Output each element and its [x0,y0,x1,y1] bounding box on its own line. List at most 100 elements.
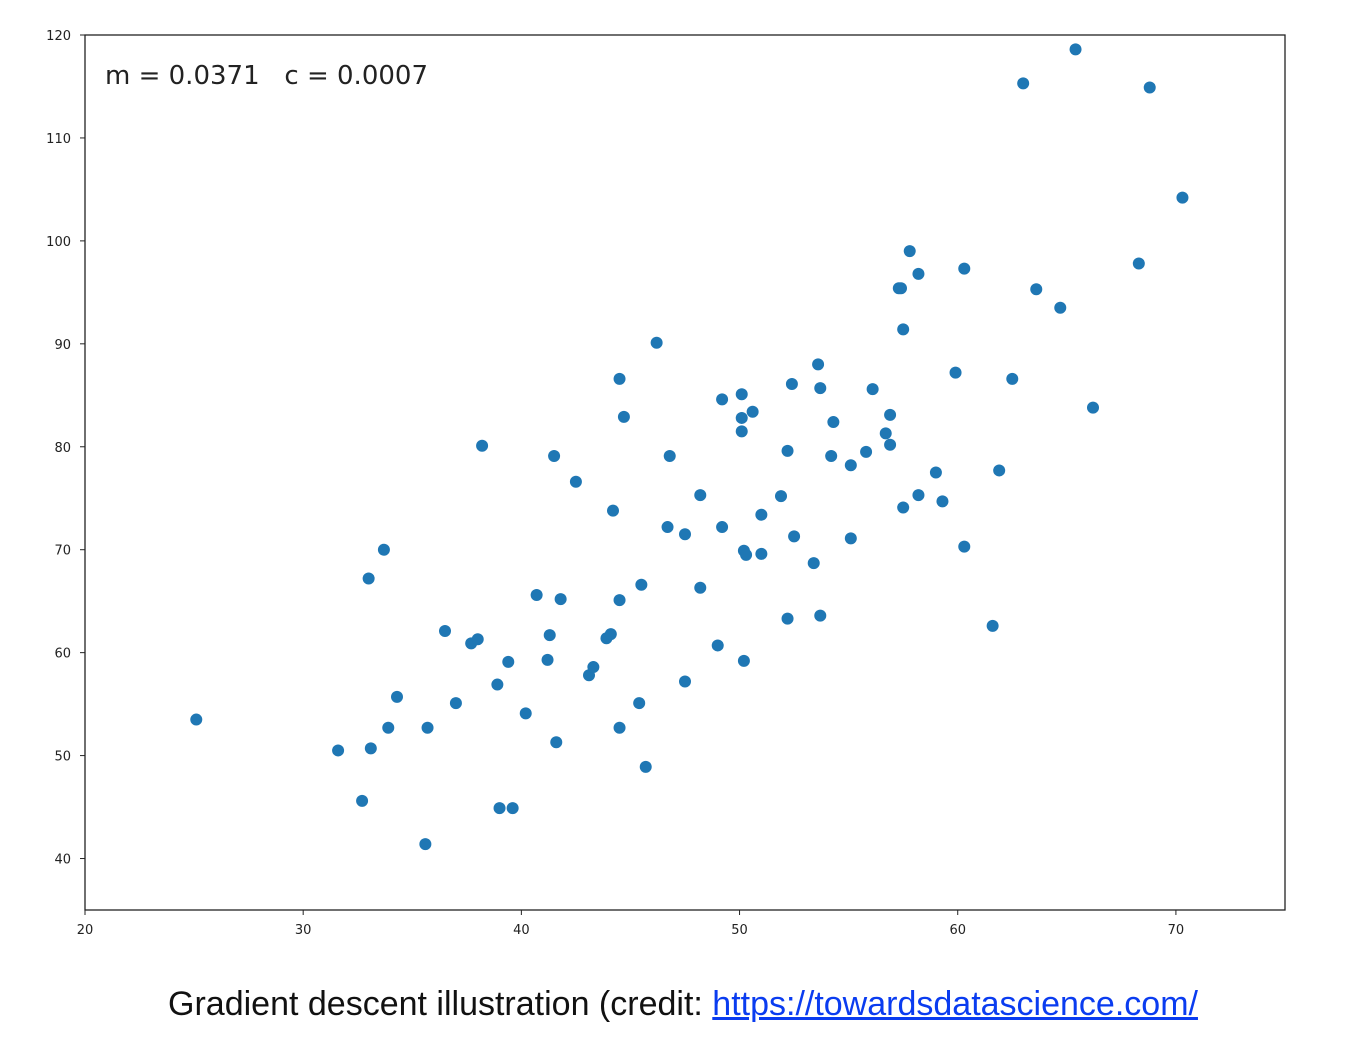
data-point [958,262,971,275]
data-point [382,721,395,734]
data-point [1132,257,1145,270]
x-tick-label: 50 [731,923,748,938]
y-tick-label: 120 [46,29,71,44]
data-point [884,408,897,421]
y-tick-label: 90 [54,338,71,353]
data-point [607,504,619,517]
data-point [958,540,971,553]
x-tick-label: 30 [295,923,312,938]
data-point [884,438,897,451]
data-point [650,336,663,349]
data-point [827,416,840,429]
data-point [471,633,484,646]
y-tick-label: 60 [54,647,71,662]
figure-caption: Gradient descent illustration (credit: h… [0,985,1366,1024]
data-point [866,383,879,396]
data-point [519,707,532,720]
data-point [1176,191,1189,204]
data-point [694,581,707,594]
data-point [694,489,707,502]
data-point [491,678,504,691]
data-point [807,557,820,570]
data-point [716,521,729,534]
data-point [993,464,1006,477]
data-point [1069,43,1082,56]
data-point [506,802,519,815]
data-point [613,721,626,734]
data-point [814,609,827,622]
data-point [635,578,648,591]
data-point [419,838,432,851]
data-point [936,495,949,508]
data-point [844,532,857,545]
y-tick-label: 110 [46,132,71,147]
data-point [737,654,750,667]
x-tick-label: 20 [77,923,94,938]
data-point [735,411,748,424]
data-point [332,744,345,757]
data-point [421,721,434,734]
data-point [781,444,794,457]
data-point [364,742,377,755]
data-point [897,501,910,514]
data-point [1030,283,1043,296]
data-point [740,548,753,561]
y-axis: 40 50 60 70 80 90 100 110 120 [46,29,85,868]
caption-credit-link[interactable]: https://towardsdatascience.com/ [712,985,1198,1023]
data-point [541,653,554,666]
data-point [439,625,451,638]
data-point [502,655,515,668]
data-point [912,267,925,280]
data-point [1143,81,1156,94]
data-point [812,358,825,371]
data-point [639,760,652,773]
data-point [746,405,759,418]
data-point [493,802,506,815]
data-point [604,628,617,641]
data-point [613,594,626,607]
data-point [1054,301,1067,314]
data-point [663,450,676,463]
y-tick-label: 40 [54,853,71,868]
y-tick-label: 70 [54,544,71,559]
data-point [476,439,489,452]
data-point [543,629,556,642]
caption-text: Gradient descent illustration (credit: [168,985,713,1023]
x-tick-label: 70 [1168,923,1185,938]
data-point [775,490,787,503]
data-points [190,43,1189,851]
y-tick-label: 100 [46,235,71,250]
chart-annotation: m = 0.0371 c = 0.0007 [105,61,428,91]
data-point [679,528,691,541]
y-tick-label: 80 [54,441,71,456]
data-point [755,508,768,521]
data-point [190,713,203,726]
data-point [903,245,916,258]
data-point [587,661,600,674]
data-point [912,489,925,502]
data-point [449,697,462,710]
data-point [1017,77,1030,90]
data-point [1006,372,1019,385]
data-point [377,543,390,556]
data-point [569,475,582,488]
data-point [391,690,403,703]
data-point [844,459,857,472]
data-point [617,410,630,423]
data-point [986,619,999,632]
plot-frame [84,34,1286,911]
data-point [548,450,561,463]
data-point [530,589,543,601]
data-point [735,425,748,438]
data-point [860,445,873,458]
data-point [735,388,748,401]
data-point [711,639,724,652]
data-point [814,382,827,395]
data-point [613,372,626,385]
data-point [949,366,962,379]
y-tick-label: 50 [54,750,71,765]
data-point [825,450,838,463]
scatter-chart: 20 30 40 50 60 70 40 50 60 70 80 90 100 110 120 m = 0… [46,29,1286,938]
data-point [362,572,375,585]
data-point [356,794,369,807]
